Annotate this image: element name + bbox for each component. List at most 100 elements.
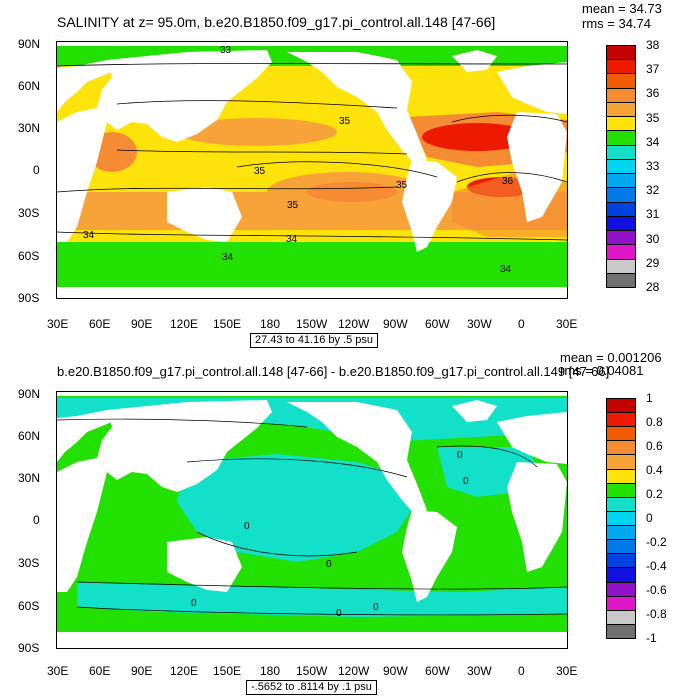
colorbar-cell [606, 581, 636, 597]
lat-label: 30S [18, 206, 40, 220]
lon-label: 120E [170, 664, 199, 678]
colorbar-cell [606, 510, 636, 527]
colorbar-cell [606, 539, 636, 555]
lon-label: 90W [383, 317, 408, 331]
colorbar-cell [606, 144, 636, 160]
contour-label: 35 [254, 166, 266, 177]
contour-label: 33 [220, 45, 232, 56]
contour-label: 0 [191, 598, 197, 609]
lon-label: 150E [213, 664, 242, 678]
colorbar-cell [606, 215, 636, 232]
colorbar-cell [606, 398, 636, 414]
colorbar-cell [606, 609, 636, 625]
lat-label: 0 [33, 163, 40, 177]
colorbar-label: 36 [646, 86, 660, 101]
contour-lines [57, 418, 567, 616]
australia-land [167, 537, 242, 592]
africa-east-land [57, 108, 107, 242]
colorbar-cell [606, 130, 636, 146]
top-map-svg [57, 42, 567, 298]
colorbar-label: 28 [646, 280, 660, 294]
bottom-contour-range: -.5652 to .8114 by .1 psu [246, 680, 377, 695]
colorbar-cell [606, 454, 636, 470]
africa-east-land [57, 458, 107, 592]
top-salinity-map: 33 35 35 34 34 34 35 34 35 36 [56, 41, 568, 299]
bottom-mean-stat: mean = 0.001206 [560, 350, 662, 365]
colorbar-label: 0.2 [646, 487, 663, 501]
colorbar-cell [606, 426, 636, 442]
antarctica-land [57, 287, 567, 298]
colorbar-label: 34 [646, 134, 660, 149]
lon-label: 0 [518, 664, 525, 678]
contour-label: 35 [396, 180, 408, 191]
colorbar-cell [606, 258, 636, 274]
contour-label: 34 [222, 252, 234, 263]
southern-ocean-band [57, 242, 567, 287]
lon-label: 60W [425, 317, 450, 331]
colorbar-label: 37 [646, 62, 660, 77]
antarctica-land [57, 632, 567, 648]
bottom-colorbar [606, 398, 636, 639]
contour-label: 35 [287, 200, 299, 211]
lat-label: 30S [18, 556, 40, 570]
lat-label: 60S [18, 249, 40, 263]
colorbar-label: 30 [646, 231, 660, 246]
lon-label: 0 [518, 317, 525, 331]
lat-label: 0 [33, 513, 40, 527]
north-america-land [287, 52, 427, 167]
colorbar-cell [606, 525, 636, 541]
colorbar-label: -0.2 [646, 535, 667, 549]
colorbar-label: -1 [646, 631, 657, 645]
colorbar-cell [606, 230, 636, 246]
lon-label: 150W [296, 317, 328, 331]
top-mean-stat: mean = 34.73 [582, 1, 662, 16]
europe-land [497, 412, 567, 464]
asia-land [97, 50, 272, 142]
colorbar-label: 31 [646, 207, 660, 222]
africa-west-land [507, 462, 567, 572]
top-rms-stat: rms = 34.74 [582, 16, 652, 31]
contour-label: 34 [83, 230, 95, 241]
colorbar-cell [606, 59, 636, 75]
top-colorbar [606, 45, 636, 288]
lat-label: 90S [18, 641, 40, 655]
africa-west-land [507, 112, 567, 222]
colorbar-label: 38 [646, 38, 660, 52]
lon-label: 120E [170, 317, 199, 331]
colorbar-cell [606, 187, 636, 203]
colorbar-label: -0.6 [646, 583, 667, 597]
bottom-difference-map: 0 0 0 0 0 0 0 [56, 391, 568, 649]
colorbar-cell [606, 158, 636, 175]
colorbar-label: -0.4 [646, 559, 667, 573]
southern-negative [77, 582, 567, 617]
south-pacific-core [307, 182, 397, 202]
europe-land [497, 62, 567, 114]
bottom-panel-title: b.e20.B1850.f09_g17.pi_control.all.148 [… [57, 364, 610, 379]
bottom-rms-stat: rms = 0.04081 [560, 363, 644, 378]
colorbar-cell [606, 87, 636, 103]
colorbar-cell [606, 496, 636, 512]
lon-label: 90W [383, 664, 408, 678]
greenland-land [452, 400, 497, 422]
south-america-land [402, 510, 457, 602]
lon-label: 30E [47, 317, 69, 331]
lon-label: 90E [131, 664, 153, 678]
contour-label: 34 [500, 264, 512, 275]
lat-label: 30N [18, 471, 41, 485]
colorbar-label: 33 [646, 159, 660, 173]
contour-label: 0 [373, 602, 379, 613]
lon-label: 180 [260, 664, 281, 678]
lat-label: 90S [18, 291, 40, 305]
contour-label: 0 [457, 450, 463, 461]
colorbar-cell [606, 201, 636, 217]
lon-label: 120W [338, 317, 370, 331]
colorbar-cell [606, 116, 636, 132]
eurasia-west-land [57, 410, 127, 462]
lon-label: 30W [467, 664, 492, 678]
contour-label: 35 [339, 116, 351, 127]
contour-label: 34 [286, 234, 298, 245]
colorbar-label: 32 [646, 183, 660, 198]
colorbar-cell [606, 553, 636, 569]
pacific-negative [177, 454, 417, 562]
bottom-map-svg [57, 392, 567, 648]
